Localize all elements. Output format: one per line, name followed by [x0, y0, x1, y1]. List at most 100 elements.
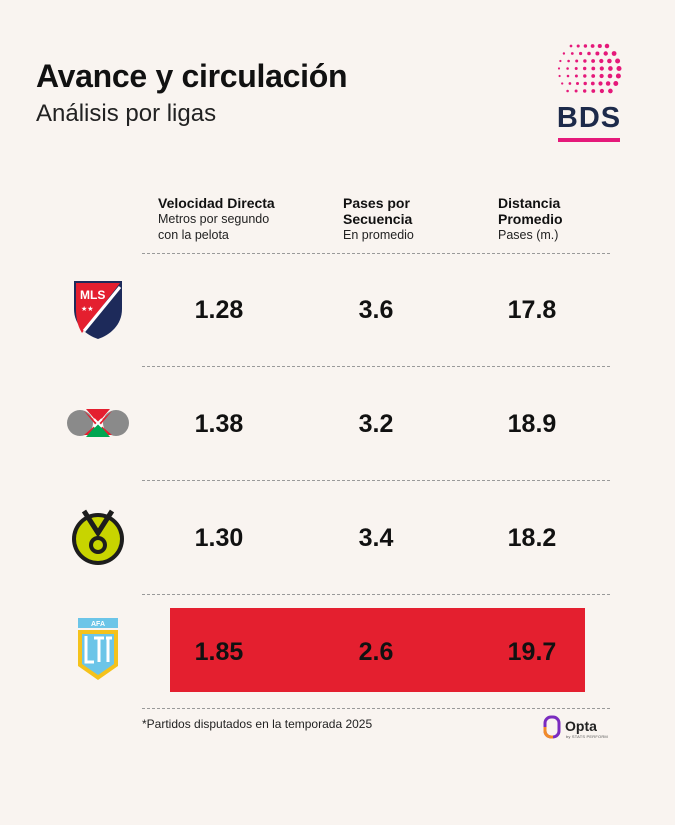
- logo-dot: [613, 81, 619, 86]
- column-subheading: con la pelota: [158, 228, 229, 242]
- logo-dot: [591, 89, 596, 93]
- column-heading: Pases por Secuencia: [343, 195, 413, 227]
- logo-dot: [590, 81, 595, 86]
- mls-logo-icon: MLS ★★: [74, 281, 122, 339]
- bds-logo-text: BDS: [556, 102, 622, 134]
- logo-dot: [595, 51, 600, 56]
- logo-dot: [598, 81, 603, 86]
- logo-dot: [608, 66, 613, 71]
- column-header-pases: Pases por Secuencia En promedio: [343, 195, 443, 243]
- column-heading: Distancia Promedio: [498, 195, 563, 227]
- logo-dot: [583, 81, 587, 86]
- logo-dot: [587, 51, 591, 56]
- logo-dot: [583, 66, 587, 71]
- logo-dot: [557, 67, 561, 70]
- logo-dot: [599, 58, 604, 64]
- logo-dot: [603, 51, 608, 56]
- column-subheading: En promedio: [343, 228, 414, 242]
- opta-tagline: by STATS PERFORM: [566, 734, 608, 739]
- logo-dot: [559, 59, 562, 63]
- logo-dot: [579, 51, 583, 56]
- logo-dot: [599, 73, 604, 79]
- row-divider: [142, 708, 610, 709]
- svg-text:★★: ★★: [81, 305, 94, 313]
- table-row: 1.30 3.4 18.2: [142, 481, 610, 595]
- logo-dot: [615, 73, 621, 79]
- value-distancia: 17.8: [507, 296, 557, 324]
- brasileirao-logo-icon: [72, 509, 124, 565]
- logo-dot: [607, 58, 612, 64]
- value-pases: 2.6: [358, 638, 394, 666]
- value-velocidad: 1.85: [194, 638, 244, 666]
- column-heading: Velocidad Directa: [158, 195, 275, 211]
- logo-dot: [574, 74, 578, 78]
- logo-dot: [566, 67, 569, 70]
- opta-mark-icon: [543, 715, 561, 739]
- bds-logo: BDS: [556, 40, 622, 146]
- logo-dot: [567, 59, 570, 63]
- logo-dot: [558, 74, 561, 78]
- logo-dot: [583, 44, 588, 48]
- logo-dot: [583, 59, 587, 63]
- logo-dot: [561, 82, 564, 85]
- value-distancia: 19.7: [507, 638, 557, 666]
- column-subheading: Metros por segundo: [158, 212, 270, 226]
- header-divider: [142, 253, 610, 254]
- row-divider: [142, 480, 610, 481]
- opta-logo: Opta by STATS PERFORM: [543, 715, 613, 739]
- column-header-distancia: Distancia Promedio Pases (m.): [498, 195, 598, 243]
- logo-dot: [611, 51, 617, 56]
- value-distancia: 18.9: [507, 410, 557, 438]
- logo-dot: [607, 73, 613, 79]
- logo-dot: [574, 67, 578, 70]
- footnote: *Partidos disputados en la temporada 202…: [142, 717, 373, 731]
- logo-dot: [570, 52, 574, 55]
- logo-dot: [591, 66, 596, 71]
- liga-mx-logo-icon: [67, 409, 129, 437]
- logo-dot: [599, 88, 605, 94]
- value-velocidad: 1.28: [194, 296, 244, 324]
- page-title: Avance y circulación: [36, 58, 348, 94]
- logo-dot: [591, 74, 596, 78]
- logo-dot: [591, 59, 595, 63]
- row-divider: [142, 366, 610, 367]
- column-subheading: Pases (m.): [498, 228, 559, 242]
- table-row: 1.38 3.2 18.9: [142, 367, 610, 481]
- logo-dot: [590, 44, 595, 48]
- svg-text:MLS: MLS: [80, 288, 105, 302]
- logo-dot: [569, 44, 573, 48]
- lpf-argentina-logo-icon: AFA: [78, 618, 118, 680]
- logo-dot: [583, 89, 587, 93]
- logo-dot: [605, 81, 611, 86]
- logo-dot: [576, 44, 580, 48]
- value-pases: 3.2: [358, 410, 394, 438]
- logo-dot: [566, 89, 569, 93]
- table-row: 1.28 3.6 17.8: [142, 253, 610, 367]
- column-header-velocidad: Velocidad Directa Metros por segundo con…: [158, 195, 275, 243]
- logo-dot: [599, 66, 604, 71]
- logo-dot: [562, 52, 566, 55]
- page-subtitle: Análisis por ligas: [36, 100, 217, 127]
- logo-dot: [568, 82, 572, 85]
- table-row-highlighted: 1.85 2.6 19.7: [142, 595, 610, 709]
- logo-dot: [575, 81, 580, 86]
- logo-dot: [616, 65, 622, 72]
- value-pases: 3.4: [358, 524, 394, 552]
- opta-name: Opta: [565, 718, 597, 734]
- logo-dot: [604, 43, 610, 49]
- logo-dot: [615, 58, 621, 64]
- logo-dot: [608, 88, 613, 94]
- dots-globe-icon: [557, 43, 622, 94]
- value-velocidad: 1.38: [194, 410, 244, 438]
- logo-dot: [583, 74, 587, 78]
- bds-logo-bar: [558, 138, 620, 142]
- row-divider: [142, 594, 610, 595]
- logo-dot: [597, 43, 602, 49]
- value-velocidad: 1.30: [194, 524, 244, 552]
- logo-dot: [574, 89, 578, 93]
- value-distancia: 18.2: [507, 524, 557, 552]
- afa-text: AFA: [91, 621, 105, 628]
- value-pases: 3.6: [358, 296, 394, 324]
- logo-dot: [575, 59, 579, 63]
- highlight-band: [170, 608, 585, 692]
